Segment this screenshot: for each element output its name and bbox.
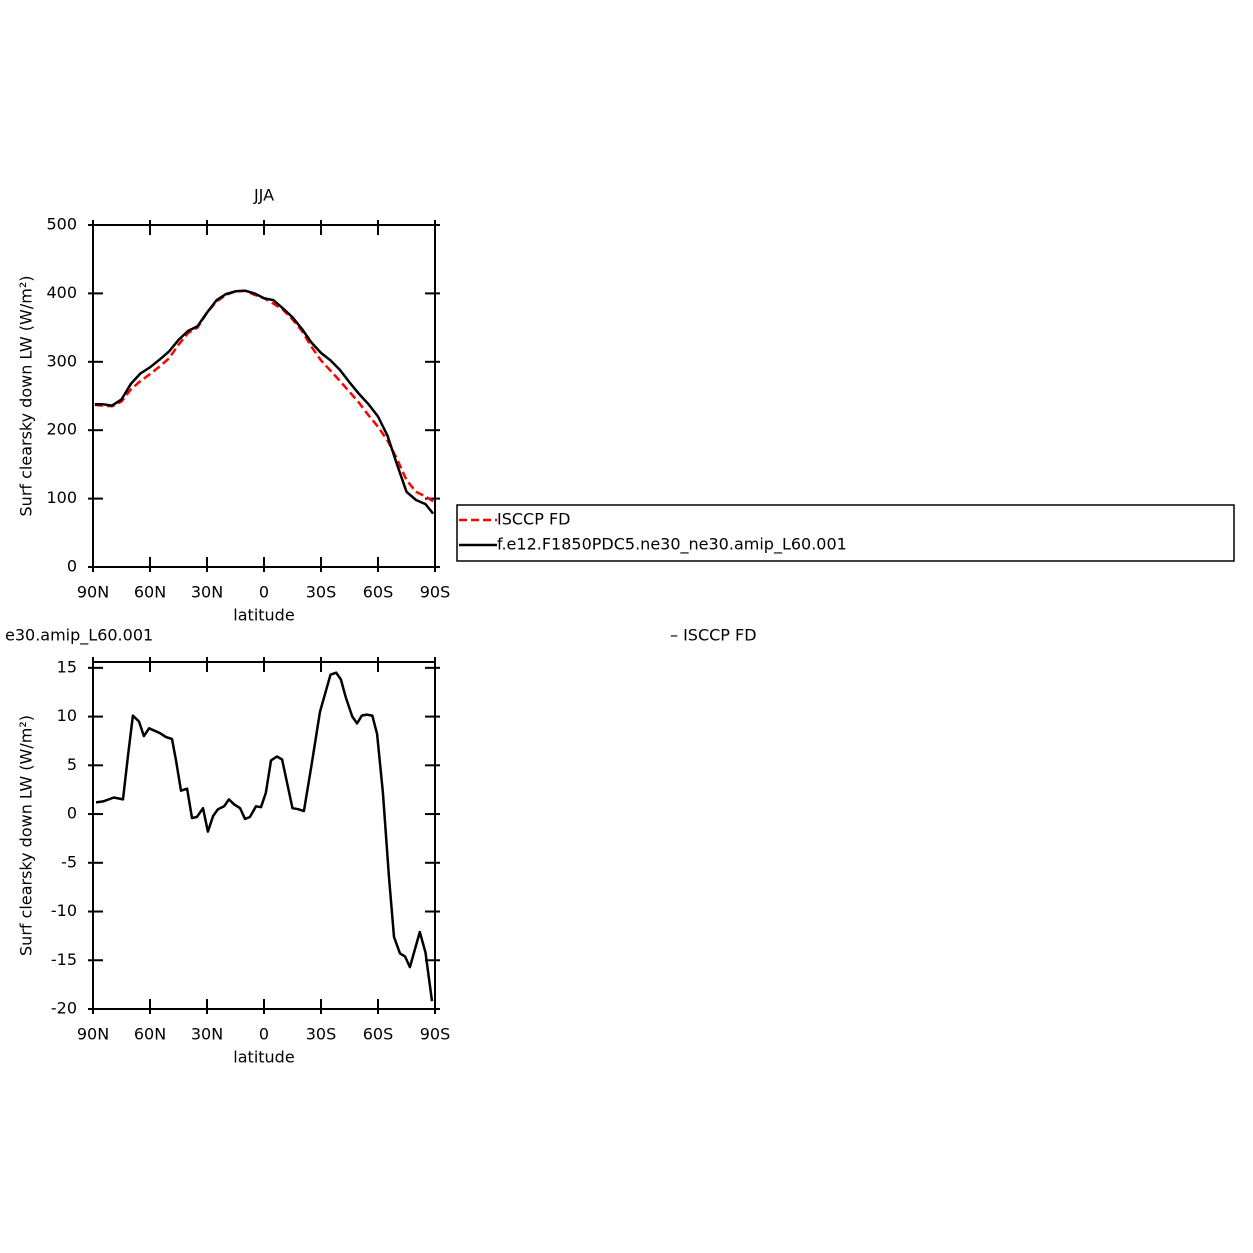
y-tick-label: -15 [51,950,77,969]
x-tick-label: 30S [306,583,337,602]
x-tick-label: 90S [420,1025,451,1044]
annotation: – ISCCP FD [670,626,757,645]
x-tick-label: 30S [306,1025,337,1044]
x-tick-label: 60S [363,583,394,602]
x-tick-label: 30N [191,1025,223,1044]
y-tick-label: 400 [46,283,77,302]
chart-title: JJA [253,186,274,205]
x-axis-label: latitude [233,1048,294,1067]
y-tick-label: 200 [46,420,77,439]
y-tick-label: 10 [57,706,77,725]
legend-label: f.e12.F1850PDC5.ne30_ne30.amip_L60.001 [497,535,847,555]
x-tick-label: 0 [259,583,269,602]
y-tick-label: -10 [51,901,77,920]
plot-frame [92,661,436,1010]
plot-frame [92,224,436,568]
data-line [95,671,434,1002]
legend-box [456,504,1235,562]
x-axis-label: latitude [233,606,294,625]
y-tick-label: 0 [67,804,77,823]
y-axis-label: Surf clearsky down LW (W/m²) [17,715,36,956]
x-tick-label: 90N [77,583,109,602]
y-tick-label: 0 [67,557,77,576]
x-tick-label: 90S [420,583,451,602]
x-tick-label: 60N [134,1025,166,1044]
x-tick-label: 0 [259,1025,269,1044]
y-tick-label: -5 [61,852,77,871]
y-tick-label: 500 [46,215,77,234]
x-tick-label: 30N [191,583,223,602]
x-tick-label: 60S [363,1025,394,1044]
y-tick-label: 5 [67,755,77,774]
y-tick-label: 15 [57,657,77,676]
legend-label: ISCCP FD [497,510,570,529]
y-tick-label: -20 [51,999,77,1018]
data-line [94,289,434,503]
x-tick-label: 60N [134,583,166,602]
data-line [94,289,435,515]
x-tick-label: 90N [77,1025,109,1044]
y-tick-label: 100 [46,488,77,507]
y-axis-label: Surf clearsky down LW (W/m²) [17,276,36,517]
chart-title: e30.amip_L60.001 [5,626,153,646]
y-tick-label: 300 [46,351,77,370]
